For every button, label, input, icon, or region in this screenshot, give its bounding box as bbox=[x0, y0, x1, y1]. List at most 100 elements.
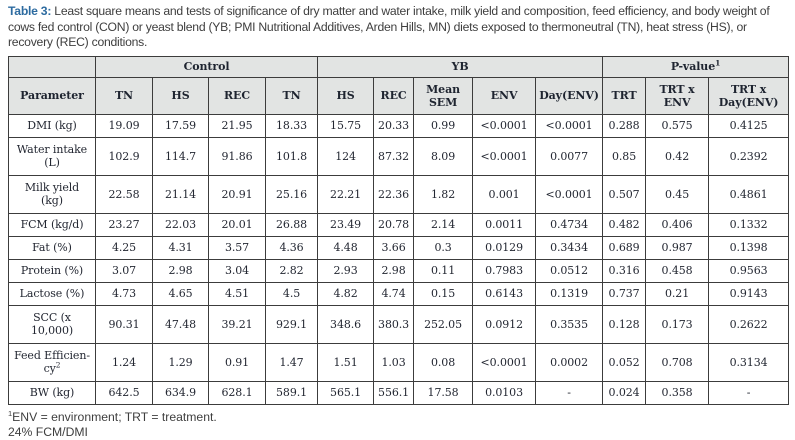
value-cell: - bbox=[535, 380, 604, 405]
column-header-hs: HS bbox=[152, 76, 209, 115]
value-cell: 22.36 bbox=[373, 174, 415, 214]
column-header-env: ENV bbox=[472, 76, 537, 115]
value-cell: 4.73 bbox=[95, 281, 153, 306]
value-cell: 929.1 bbox=[264, 304, 319, 344]
value-cell: 0.85 bbox=[602, 136, 647, 176]
footnote: 24% FCM/DMI bbox=[8, 425, 795, 440]
value-cell: 348.6 bbox=[317, 304, 375, 344]
column-header-parameter: Parameter bbox=[8, 76, 96, 115]
value-cell: 1.24 bbox=[95, 342, 153, 382]
table-row: BW (kg) 642.5 634.9 628.1 589.1 565.1 556.1 17.… bbox=[8, 380, 790, 405]
column-header-day-env: Day(ENV) bbox=[535, 76, 604, 115]
value-cell: 4.48 bbox=[317, 235, 375, 260]
group-header-empty bbox=[8, 55, 96, 78]
value-cell: 0.4734 bbox=[535, 212, 604, 237]
value-cell: 3.57 bbox=[208, 235, 266, 260]
column-header-hs2: HS bbox=[317, 76, 375, 115]
value-cell: 0.2622 bbox=[708, 304, 790, 344]
value-cell: 47.48 bbox=[152, 304, 209, 344]
value-cell: 23.49 bbox=[317, 212, 375, 237]
data-table: Control YB P-value1 Parameter TN HS REC … bbox=[8, 55, 790, 405]
footnote: 1ENV = environment; TRT = treatment. bbox=[8, 409, 795, 425]
value-cell: 0.42 bbox=[645, 136, 710, 176]
column-header-trt-day-env: TRT x Day(ENV) bbox=[708, 76, 790, 115]
value-cell: 114.7 bbox=[152, 136, 209, 176]
value-cell: 3.66 bbox=[373, 235, 415, 260]
value-cell: 0.0011 bbox=[472, 212, 537, 237]
value-cell: 0.1398 bbox=[708, 235, 790, 260]
value-cell: 0.482 bbox=[602, 212, 647, 237]
group-header-pvalue: P-value1 bbox=[602, 55, 790, 78]
table-row: DMI (kg) 19.09 17.59 21.95 18.33 15.75 20.33 0.… bbox=[8, 113, 790, 138]
value-cell: 0.0129 bbox=[472, 235, 537, 260]
value-cell: 0.9143 bbox=[708, 281, 790, 306]
column-header-trt-env: TRT x ENV bbox=[645, 76, 710, 115]
value-cell: 0.3434 bbox=[535, 235, 604, 260]
value-cell: 90.31 bbox=[95, 304, 153, 344]
value-cell: <0.0001 bbox=[472, 136, 537, 176]
value-cell: 101.8 bbox=[264, 136, 319, 176]
value-cell: 2.93 bbox=[317, 258, 375, 283]
value-cell: 0.7983 bbox=[472, 258, 537, 283]
column-header-rec2: REC bbox=[373, 76, 415, 115]
value-cell: 25.16 bbox=[264, 174, 319, 214]
value-cell: 0.1332 bbox=[708, 212, 790, 237]
footnote-text: 24% FCM/DMI bbox=[8, 424, 88, 439]
value-cell: 20.01 bbox=[208, 212, 266, 237]
value-cell: 0.316 bbox=[602, 258, 647, 283]
param-label: Fat (%) bbox=[32, 241, 72, 255]
param-label: Lactose (%) bbox=[19, 287, 85, 301]
table-row: Lactose (%) 4.73 4.65 4.51 4.5 4.82 4.74 0.15 0.… bbox=[8, 281, 790, 306]
param-cell: Fat (%) bbox=[8, 235, 96, 260]
value-cell: <0.0001 bbox=[472, 342, 537, 382]
param-cell: Lactose (%) bbox=[8, 281, 96, 306]
value-cell: 0.288 bbox=[602, 113, 647, 138]
value-cell: 1.47 bbox=[264, 342, 319, 382]
value-cell: 1.03 bbox=[373, 342, 415, 382]
value-cell: 1.82 bbox=[413, 174, 474, 214]
value-cell: 18.33 bbox=[264, 113, 319, 138]
value-cell: 22.21 bbox=[317, 174, 375, 214]
value-cell: 0.575 bbox=[645, 113, 710, 138]
group-header-label: P-value bbox=[670, 60, 716, 74]
value-cell: 0.4861 bbox=[708, 174, 790, 214]
value-cell: 1.51 bbox=[317, 342, 375, 382]
table-row: Protein (%) 3.07 2.98 3.04 2.82 2.93 2.98 0.11 0… bbox=[8, 258, 790, 283]
value-cell: 8.09 bbox=[413, 136, 474, 176]
value-cell: 21.14 bbox=[152, 174, 209, 214]
value-cell: 4.31 bbox=[152, 235, 209, 260]
param-label: Water intake (L) bbox=[16, 143, 88, 170]
table-row: Feed Efficien- cy2 1.24 1.29 0.91 1.47 1.51 1.… bbox=[8, 342, 790, 382]
value-cell: 556.1 bbox=[373, 380, 415, 405]
value-cell: 21.95 bbox=[208, 113, 266, 138]
group-header-control: Control bbox=[94, 55, 319, 78]
footnotes: 1ENV = environment; TRT = treatment. 24%… bbox=[8, 409, 795, 440]
value-cell: 0.6143 bbox=[472, 281, 537, 306]
param-label: Feed Efficien- cy bbox=[14, 349, 90, 376]
table-body: DMI (kg) 19.09 17.59 21.95 18.33 15.75 20.33 0.… bbox=[8, 113, 790, 405]
value-cell: 0.052 bbox=[602, 342, 647, 382]
value-cell: 0.91 bbox=[208, 342, 266, 382]
value-cell: 4.82 bbox=[317, 281, 375, 306]
param-label: SCC (x 10,000) bbox=[30, 311, 74, 338]
value-cell: 2.14 bbox=[413, 212, 474, 237]
table-row: SCC (x 10,000) 90.31 47.48 39.21 929.1 348.6 3… bbox=[8, 304, 790, 344]
value-cell: 0.3 bbox=[413, 235, 474, 260]
value-cell: - bbox=[708, 380, 790, 405]
param-cell: BW (kg) bbox=[8, 380, 96, 405]
value-cell: 17.58 bbox=[413, 380, 474, 405]
value-cell: 0.0077 bbox=[535, 136, 604, 176]
table-row: Milk yield (kg) 22.58 21.14 20.91 25.16 22.21… bbox=[8, 174, 790, 214]
value-cell: 22.03 bbox=[152, 212, 209, 237]
value-cell: 0.11 bbox=[413, 258, 474, 283]
value-cell: 0.0512 bbox=[535, 258, 604, 283]
value-cell: 102.9 bbox=[95, 136, 153, 176]
param-label: BW (kg) bbox=[29, 386, 75, 400]
column-header-row: Parameter TN HS REC TN HS REC Mean SEM E… bbox=[8, 76, 790, 115]
value-cell: 0.173 bbox=[645, 304, 710, 344]
value-cell: 0.406 bbox=[645, 212, 710, 237]
table-row: FCM (kg/d) 23.27 22.03 20.01 26.88 23.49 20.78… bbox=[8, 212, 790, 237]
table-caption: Table 3: Least square means and tests of… bbox=[8, 4, 789, 51]
value-cell: 0.4125 bbox=[708, 113, 790, 138]
value-cell: 2.98 bbox=[152, 258, 209, 283]
